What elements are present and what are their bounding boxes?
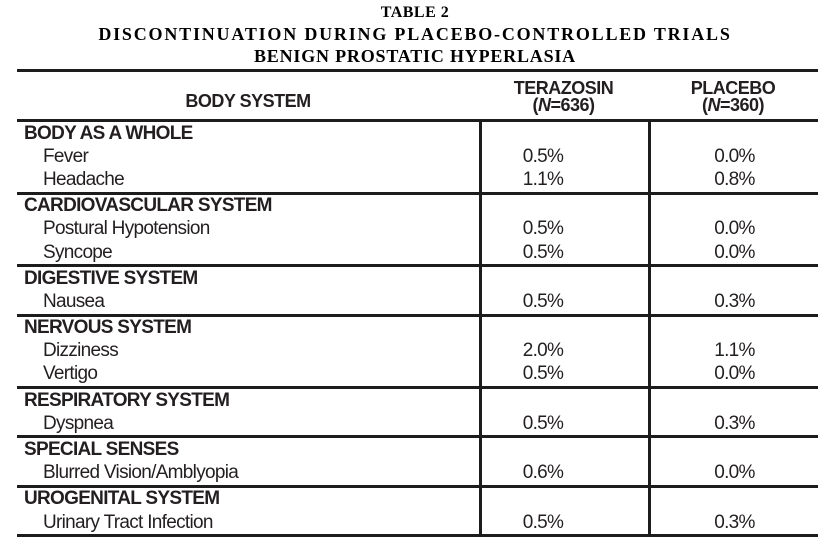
terazosin-value: 0.5% bbox=[479, 217, 648, 241]
empty-cell bbox=[479, 194, 648, 218]
section-header-row: RESPIRATORY SYSTEM bbox=[17, 389, 818, 413]
empty-cell bbox=[479, 122, 648, 146]
section-label: CARDIOVASCULAR SYSTEM bbox=[24, 195, 272, 217]
section-label: SPECIAL SENSES bbox=[24, 439, 179, 461]
empty-cell bbox=[479, 487, 648, 511]
n-symbol: N bbox=[537, 95, 551, 115]
placebo-value: 0.0% bbox=[648, 461, 818, 485]
item-label: Blurred Vision/Amblyopia bbox=[43, 462, 239, 484]
section-body-as-a-whole: BODY AS A WHOLE Fever 0.5% 0.0% Headache… bbox=[17, 122, 818, 195]
table-header-row: BODY SYSTEM TERAZOSIN (N=636) PLACEBO (N… bbox=[17, 72, 818, 122]
terazosin-n-count: (N=636) bbox=[532, 95, 595, 115]
empty-cell bbox=[648, 389, 818, 413]
empty-cell bbox=[648, 438, 818, 462]
terazosin-value: 0.5% bbox=[479, 412, 648, 436]
section-header-row: NERVOUS SYSTEM bbox=[17, 316, 818, 340]
item-label: Vertigo bbox=[43, 363, 98, 385]
placebo-value: 0.0% bbox=[648, 145, 818, 169]
empty-cell bbox=[648, 487, 818, 511]
terazosin-value: 2.0% bbox=[479, 339, 648, 363]
placebo-drug-name: PLACEBO bbox=[690, 78, 776, 98]
item-label: Dyspnea bbox=[43, 412, 114, 434]
section-label: NERVOUS SYSTEM bbox=[24, 317, 192, 339]
empty-cell bbox=[479, 438, 648, 462]
section-respiratory-system: RESPIRATORY SYSTEM Dyspnea 0.5% 0.3% bbox=[17, 389, 818, 439]
item-row: Syncope 0.5% 0.0% bbox=[17, 240, 818, 265]
discontinuation-table: BODY SYSTEM TERAZOSIN (N=636) PLACEBO (N… bbox=[17, 69, 818, 538]
placebo-value: 0.8% bbox=[648, 168, 818, 192]
item-row: Fever 0.5% 0.0% bbox=[17, 145, 818, 169]
terazosin-value: 0.5% bbox=[479, 511, 648, 535]
section-urogenital-system: UROGENITAL SYSTEM Urinary Tract Infectio… bbox=[17, 487, 818, 538]
section-cardiovascular-system: CARDIOVASCULAR SYSTEM Postural Hypotensi… bbox=[17, 194, 818, 268]
placebo-value: 1.1% bbox=[648, 339, 818, 363]
placebo-value: 0.0% bbox=[648, 362, 818, 387]
column-header-placebo: PLACEBO (N=360) bbox=[648, 72, 818, 119]
placebo-n-count: (N=360) bbox=[701, 95, 765, 115]
paren-open: ( bbox=[701, 95, 708, 115]
section-header-row: DIGESTIVE SYSTEM bbox=[17, 267, 818, 291]
item-row: Dyspnea 0.5% 0.3% bbox=[17, 412, 818, 436]
item-row: Blurred Vision/Amblyopia 0.6% 0.0% bbox=[17, 461, 818, 485]
empty-cell bbox=[648, 194, 818, 218]
title-block: TABLE 2 DISCONTINUATION DURING PLACEBO-C… bbox=[0, 2, 830, 67]
section-label: DIGESTIVE SYSTEM bbox=[24, 267, 198, 289]
item-label: Dizziness bbox=[43, 340, 119, 362]
terazosin-value: 0.5% bbox=[479, 362, 648, 387]
column-header-body-system: BODY SYSTEM bbox=[185, 91, 311, 111]
terazosin-value: 0.6% bbox=[479, 461, 648, 485]
paren-open: ( bbox=[532, 95, 538, 115]
n-symbol: N bbox=[707, 95, 720, 115]
item-row: Urinary Tract Infection 0.5% 0.3% bbox=[17, 511, 818, 535]
placebo-value: 0.3% bbox=[648, 290, 818, 314]
section-special-senses: SPECIAL SENSES Blurred Vision/Amblyopia … bbox=[17, 438, 818, 488]
item-row: Nausea 0.5% 0.3% bbox=[17, 290, 818, 314]
section-label: UROGENITAL SYSTEM bbox=[24, 488, 220, 510]
item-row: Dizziness 2.0% 1.1% bbox=[17, 339, 818, 363]
section-header-row: SPECIAL SENSES bbox=[17, 438, 818, 462]
table-number: TABLE 2 bbox=[380, 4, 450, 21]
item-row: Postural Hypotension 0.5% 0.0% bbox=[17, 217, 818, 241]
section-header-row: UROGENITAL SYSTEM bbox=[17, 487, 818, 511]
terazosin-value: 1.1% bbox=[479, 168, 648, 192]
terazosin-drug-name: TERAZOSIN bbox=[513, 78, 614, 98]
table-subtitle: BENIGN PROSTATIC HYPERLASIA bbox=[254, 46, 576, 66]
empty-cell bbox=[479, 267, 648, 291]
terazosin-value: 0.5% bbox=[479, 240, 648, 265]
section-header-row: BODY AS A WHOLE bbox=[17, 122, 818, 146]
section-header-row: CARDIOVASCULAR SYSTEM bbox=[17, 194, 818, 218]
item-row: Vertigo 0.5% 0.0% bbox=[17, 362, 818, 387]
item-label: Nausea bbox=[43, 290, 105, 312]
n-value: =636) bbox=[550, 95, 595, 115]
placebo-value: 0.3% bbox=[648, 412, 818, 436]
terazosin-value: 0.5% bbox=[479, 145, 648, 169]
section-nervous-system: NERVOUS SYSTEM Dizziness 2.0% 1.1% Verti… bbox=[17, 316, 818, 390]
placebo-value: 0.0% bbox=[648, 240, 818, 265]
terazosin-value: 0.5% bbox=[479, 290, 648, 314]
item-label: Headache bbox=[43, 168, 125, 190]
item-row: Headache 1.1% 0.8% bbox=[17, 168, 818, 192]
empty-cell bbox=[648, 122, 818, 146]
section-digestive-system: DIGESTIVE SYSTEM Nausea 0.5% 0.3% bbox=[17, 267, 818, 317]
empty-cell bbox=[648, 316, 818, 340]
item-label: Syncope bbox=[43, 241, 113, 263]
empty-cell bbox=[479, 389, 648, 413]
item-label: Postural Hypotension bbox=[43, 218, 210, 240]
table-title: DISCONTINUATION DURING PLACEBO-CONTROLLE… bbox=[98, 24, 732, 44]
item-label: Urinary Tract Infection bbox=[43, 511, 213, 533]
placebo-value: 0.0% bbox=[648, 217, 818, 241]
column-header-terazosin: TERAZOSIN (N=636) bbox=[479, 72, 648, 119]
section-label: BODY AS A WHOLE bbox=[24, 122, 193, 144]
item-label: Fever bbox=[43, 145, 89, 167]
n-value: =360) bbox=[719, 95, 765, 115]
empty-cell bbox=[479, 316, 648, 340]
empty-cell bbox=[648, 267, 818, 291]
section-label: RESPIRATORY SYSTEM bbox=[24, 389, 230, 411]
placebo-value: 0.3% bbox=[648, 511, 818, 535]
